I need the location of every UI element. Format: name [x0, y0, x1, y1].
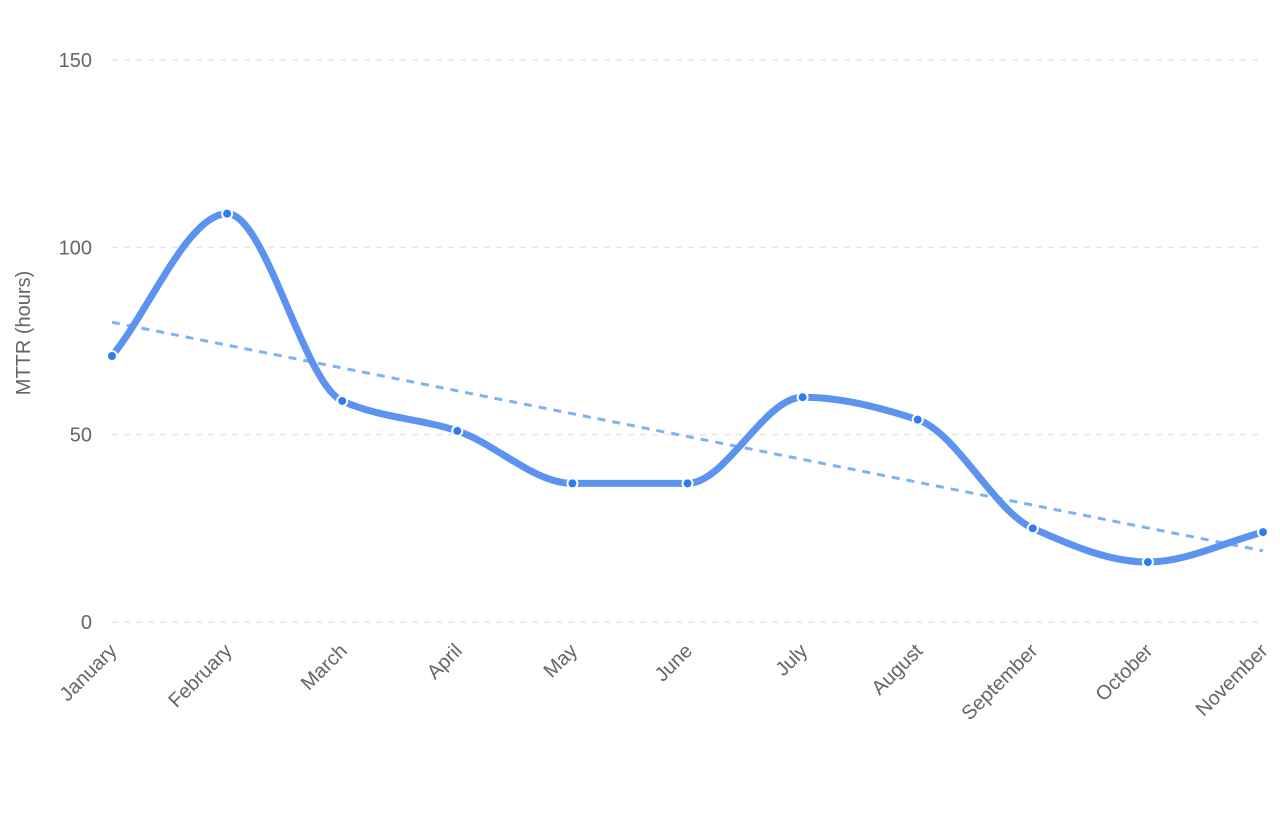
x-tick-label: February	[164, 640, 236, 712]
x-tick-label: March	[297, 640, 352, 695]
grid-layer	[112, 59, 1263, 623]
series-line	[108, 210, 1267, 566]
data-point[interactable]	[681, 477, 694, 490]
y-axis-ticks: 0 50 100 150	[59, 50, 92, 634]
x-tick-label: September	[958, 640, 1043, 725]
x-tick-label: April	[423, 640, 467, 684]
data-point[interactable]	[221, 207, 234, 220]
data-points	[106, 207, 1269, 569]
data-point[interactable]	[1257, 526, 1269, 539]
x-tick-label: August	[868, 640, 928, 700]
data-point[interactable]	[911, 413, 924, 426]
data-point[interactable]	[1141, 556, 1154, 569]
data-point[interactable]	[796, 391, 809, 404]
y-axis-title: MTTR (hours)	[13, 271, 35, 395]
y-tick-label: 100	[59, 237, 92, 259]
trendline-layer	[111, 320, 1264, 553]
x-tick-label: June	[651, 640, 697, 686]
x-tick-label: November	[1192, 640, 1273, 721]
data-point[interactable]	[566, 477, 579, 490]
x-tick-label: January	[56, 640, 122, 706]
x-tick-label: October	[1092, 640, 1158, 706]
series-layer	[108, 210, 1267, 566]
x-axis-ticks: January February March April May June July Augu…	[56, 640, 1273, 725]
data-point[interactable]	[106, 349, 118, 362]
y-tick-label: 150	[59, 50, 92, 72]
trendline	[111, 320, 1264, 553]
x-tick-label: May	[540, 640, 582, 682]
data-point[interactable]	[336, 394, 349, 407]
data-point[interactable]	[451, 424, 464, 437]
y-tick-label: 0	[81, 612, 92, 634]
y-tick-label: 50	[70, 425, 92, 447]
data-point[interactable]	[1026, 522, 1039, 535]
x-tick-label: July	[771, 640, 812, 681]
